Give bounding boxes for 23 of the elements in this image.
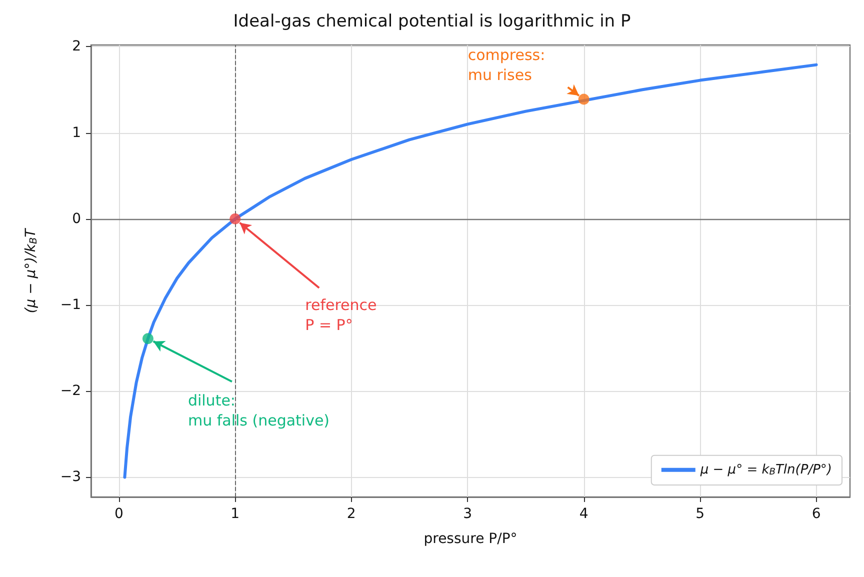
y-axis-title: (μ − μ°)/kBT [23, 227, 40, 314]
y-tick-label: 2 [72, 38, 81, 55]
point [230, 213, 241, 224]
x-tick-label: 0 [114, 506, 124, 522]
y-tick-label: −3 [60, 469, 81, 486]
annotation: reference P = P° [305, 296, 377, 334]
x-tick-label: 2 [346, 506, 356, 522]
x-tick-label: 4 [579, 506, 588, 522]
chart-title: Ideal-gas chemical potential is logarithmic in P [233, 12, 631, 32]
annotation: dilute: mu falls (negative) [188, 392, 330, 430]
annotation: compress: mu rises [468, 46, 546, 84]
x-tick-label: 5 [696, 506, 705, 522]
y-tick-label: −1 [60, 297, 81, 314]
x-tick-label: 6 [812, 506, 821, 522]
legend-label: μ − μ° = kBTln(P/P°) [699, 462, 832, 478]
x-tick-label: 1 [230, 506, 240, 522]
point [578, 94, 590, 105]
y-tick-label: 1 [72, 124, 81, 141]
y-tick-label: 0 [72, 210, 81, 227]
y-tick-label: −2 [60, 383, 81, 400]
point [142, 333, 154, 344]
x-axis-title: pressure P/P° [424, 531, 518, 547]
x-tick-label: 3 [463, 506, 472, 522]
